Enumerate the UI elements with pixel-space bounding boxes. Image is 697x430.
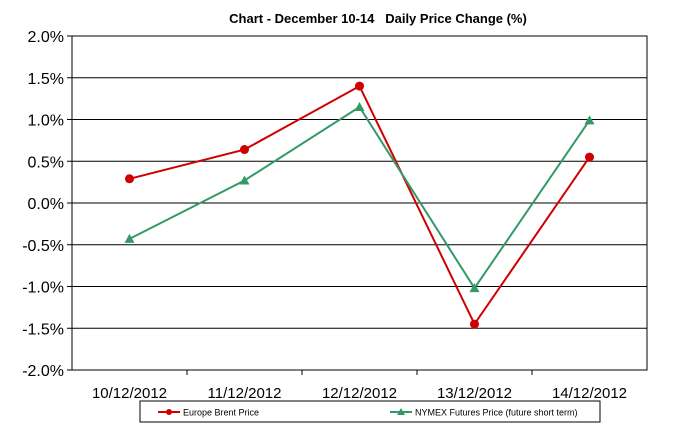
legend-label: Europe Brent Price bbox=[183, 408, 259, 418]
data-point bbox=[469, 283, 480, 293]
y-tick-label: 0.0% bbox=[28, 196, 64, 213]
y-tick-label: 1.0% bbox=[28, 113, 64, 130]
chart-title: Chart - December 10-14 Daily Price Chang… bbox=[229, 11, 527, 26]
legend-label: NYMEX Futures Price (future short term) bbox=[415, 408, 578, 418]
x-tick-label: 12/12/2012 bbox=[322, 385, 397, 402]
data-point bbox=[354, 101, 365, 111]
y-tick-label: 1.5% bbox=[28, 71, 64, 88]
data-point bbox=[239, 175, 250, 185]
data-point bbox=[355, 81, 364, 91]
y-tick-label: -1.5% bbox=[22, 321, 64, 338]
x-tick-label: 11/12/2012 bbox=[208, 385, 282, 402]
y-tick-label: 2.0% bbox=[28, 29, 64, 46]
legend-marker bbox=[166, 409, 172, 415]
legend-box bbox=[139, 400, 601, 423]
data-point bbox=[584, 115, 595, 125]
y-tick-label: -1.0% bbox=[22, 280, 64, 297]
legend-item: Europe Brent Price bbox=[158, 408, 259, 418]
legend-item: NYMEX Futures Price (future short term) bbox=[390, 408, 578, 418]
x-tick-label: 13/12/2012 bbox=[437, 385, 512, 402]
data-point bbox=[125, 174, 134, 184]
legend-marker bbox=[397, 408, 405, 415]
y-tick-label: -2.0% bbox=[22, 363, 64, 380]
data-point bbox=[585, 152, 594, 162]
data-point bbox=[124, 233, 135, 243]
data-point bbox=[240, 145, 249, 155]
data-point bbox=[470, 319, 479, 329]
series-nymex-futures-price-future-short-term bbox=[124, 101, 595, 293]
y-tick-label: 0.5% bbox=[28, 154, 64, 171]
x-tick-label: 10/12/2012 bbox=[92, 385, 167, 402]
y-tick-label: -0.5% bbox=[22, 238, 64, 255]
x-tick-label: 14/12/2012 bbox=[552, 385, 627, 402]
series-europe-brent-price bbox=[125, 81, 594, 329]
